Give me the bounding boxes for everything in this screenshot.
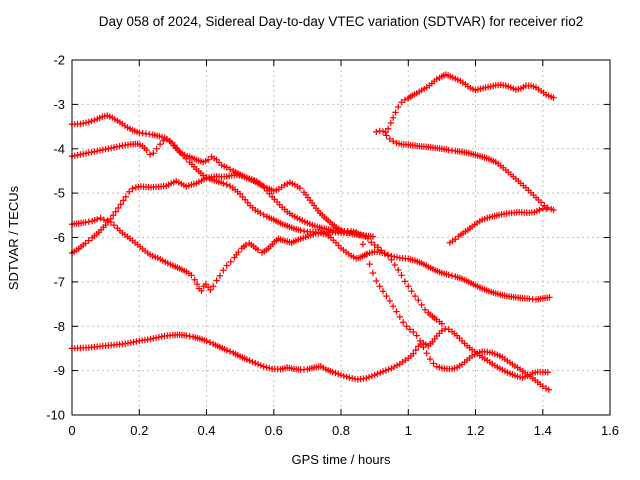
x-tick-label: 1.4	[534, 423, 552, 438]
y-tick-label: -10	[46, 408, 65, 423]
y-tick-label: -2	[53, 53, 65, 68]
x-tick-label: 0	[68, 423, 75, 438]
y-tick-label: -6	[53, 230, 65, 245]
x-tick-label: 0.8	[332, 423, 350, 438]
data-markers	[68, 71, 557, 393]
y-tick-label: -8	[53, 319, 65, 334]
y-tick-label: -3	[53, 97, 65, 112]
series-trace6-markers	[373, 71, 557, 136]
series-trace2-markers	[68, 135, 446, 327]
x-tick-label: 1.2	[466, 423, 484, 438]
x-axis-label: GPS time / hours	[292, 452, 391, 467]
plot-border	[71, 59, 611, 416]
series-trace4-markers	[68, 171, 552, 393]
x-tick-label: 1	[405, 423, 412, 438]
series-trace5-markers	[68, 325, 551, 383]
x-tick-label: 0.4	[197, 423, 215, 438]
x-tick-label: 0.6	[265, 423, 283, 438]
y-tick-label: -5	[53, 186, 65, 201]
y-axis-label: SDTVAR / TECUs	[6, 185, 21, 290]
chart-title: Day 058 of 2024, Sidereal Day-to-day VTE…	[99, 14, 583, 29]
series-trace8-markers	[446, 205, 550, 246]
series-trace3-markers	[68, 214, 553, 303]
y-tick-label: -4	[53, 141, 65, 156]
grid-lines	[72, 60, 610, 415]
y-tick-label: -7	[53, 274, 65, 289]
y-tick-label: -9	[53, 363, 65, 378]
x-tick-label: 0.2	[130, 423, 148, 438]
x-tick-label: 1.6	[601, 423, 619, 438]
series-trace1-markers	[68, 112, 377, 240]
series-trace7-markers	[383, 132, 557, 214]
tick-labels: 0 0.2 0.4 0.6 0.8 1 1.2 1.4 1.6 -10 -9 -8 -7 -6 -5 -4 -3…	[46, 53, 619, 439]
